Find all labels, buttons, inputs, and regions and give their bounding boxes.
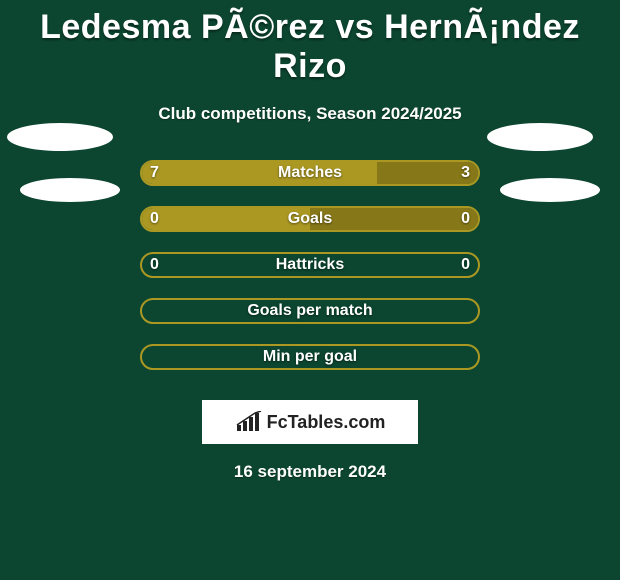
stat-row: Min per goal: [0, 344, 620, 390]
logo-text: FcTables.com: [267, 412, 386, 433]
bar-fill-left: [142, 162, 377, 184]
stat-bar: [140, 298, 480, 324]
stat-row: Goals per match: [0, 298, 620, 344]
bar-chart-icon: [235, 411, 263, 433]
decorative-ellipse: [7, 123, 113, 151]
date-label: 16 september 2024: [0, 462, 620, 482]
decorative-ellipse: [487, 123, 593, 151]
subtitle: Club competitions, Season 2024/2025: [0, 104, 620, 124]
bar-fill-right: [377, 162, 478, 184]
stat-bar: [140, 252, 480, 278]
bar-fill-left: [142, 208, 310, 230]
decorative-ellipse: [500, 178, 600, 202]
page-title: Ledesma PÃ©rez vs HernÃ¡ndez Rizo: [0, 0, 620, 86]
stat-bar: [140, 160, 480, 186]
bar-fill-right: [310, 208, 478, 230]
stat-bar: [140, 344, 480, 370]
stat-row: Goals00: [0, 206, 620, 252]
stat-bar: [140, 206, 480, 232]
decorative-ellipse: [20, 178, 120, 202]
logo-box: FcTables.com: [202, 400, 418, 444]
stat-row: Hattricks00: [0, 252, 620, 298]
